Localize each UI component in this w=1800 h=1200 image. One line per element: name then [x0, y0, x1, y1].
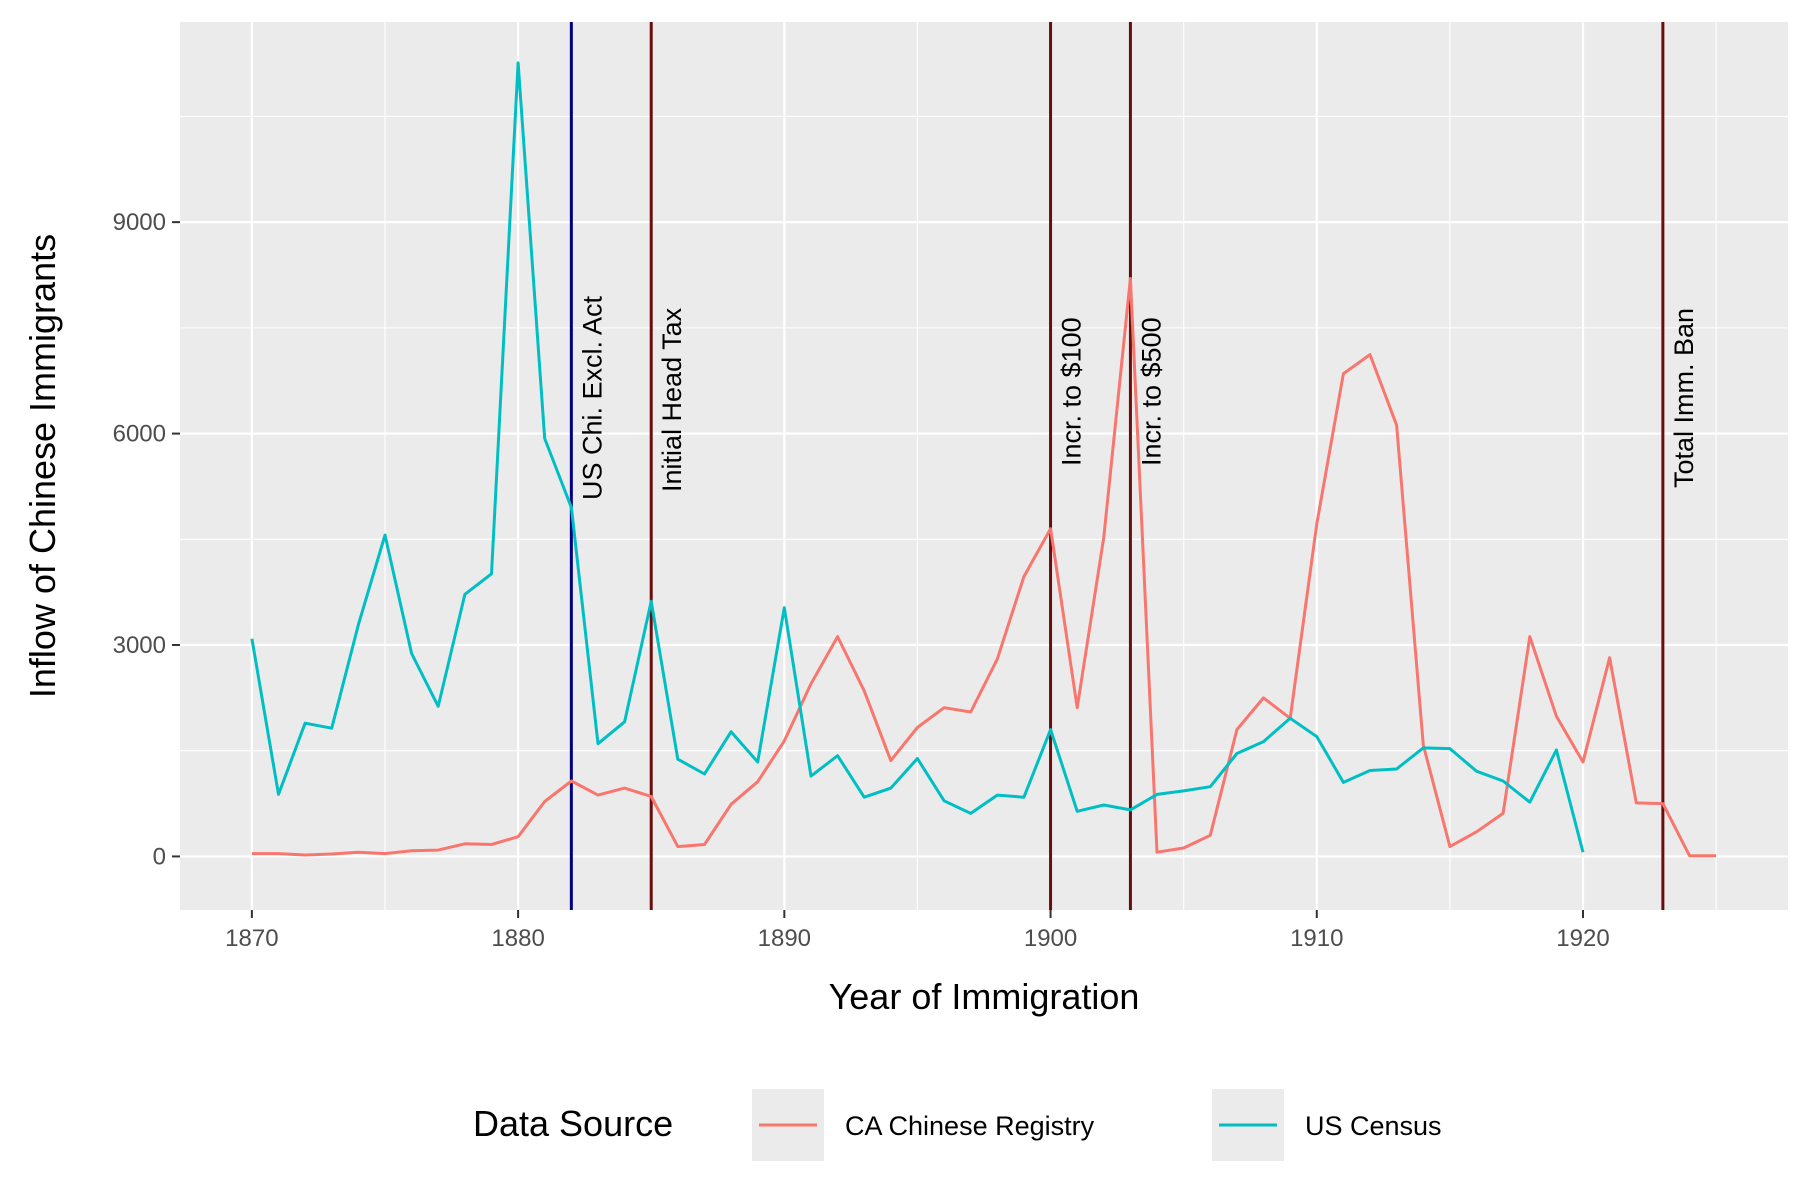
x-tick-label: 1920	[1556, 925, 1609, 952]
event-lines	[569, 22, 1665, 910]
legend-label-us-census: US Census	[1305, 1111, 1442, 1141]
x-tick-label: 1910	[1290, 925, 1343, 952]
y-tick-label: 9000	[113, 209, 166, 236]
event-label-incr-to-500: Incr. to $500	[1136, 317, 1166, 466]
legend-title: Data Source	[473, 1103, 673, 1144]
series-line-ca-chinese-registry	[251, 277, 1717, 858]
x-tick-label: 1870	[225, 925, 278, 952]
y-tick-label: 3000	[113, 632, 166, 659]
event-label-total-imm-ban: Total Imm. Ban	[1669, 308, 1699, 488]
event-labels: US Chi. Excl. Act Initial Head Tax Incr. t…	[577, 295, 1699, 500]
y-tick-label: 0	[153, 843, 166, 870]
plot-panel	[180, 22, 1788, 910]
event-label-initial-head-tax: Initial Head Tax	[657, 307, 687, 492]
legend-label-ca-registry: CA Chinese Registry	[845, 1111, 1095, 1141]
x-axis: 1870 1880 1890 1900 1910 1920	[225, 910, 1610, 952]
x-axis-title: Year of Immigration	[829, 976, 1140, 1017]
x-tick-label: 1880	[491, 925, 544, 952]
x-tick-label: 1900	[1024, 925, 1077, 952]
y-axis-title: Inflow of Chinese Immigrants	[22, 234, 63, 698]
event-label-us-chi-excl-act: US Chi. Excl. Act	[577, 295, 607, 500]
event-label-incr-to-100: Incr. to $100	[1057, 317, 1087, 466]
series-lines	[250, 61, 1717, 858]
grid-minor	[180, 22, 1788, 910]
series-line-us-census	[250, 61, 1585, 853]
y-tick-label: 6000	[113, 421, 166, 448]
legend: Data Source CA Chinese Registry US Censu…	[473, 1089, 1442, 1161]
x-tick-label: 1890	[758, 925, 811, 952]
y-axis: 0 3000 6000 9000	[113, 209, 180, 870]
